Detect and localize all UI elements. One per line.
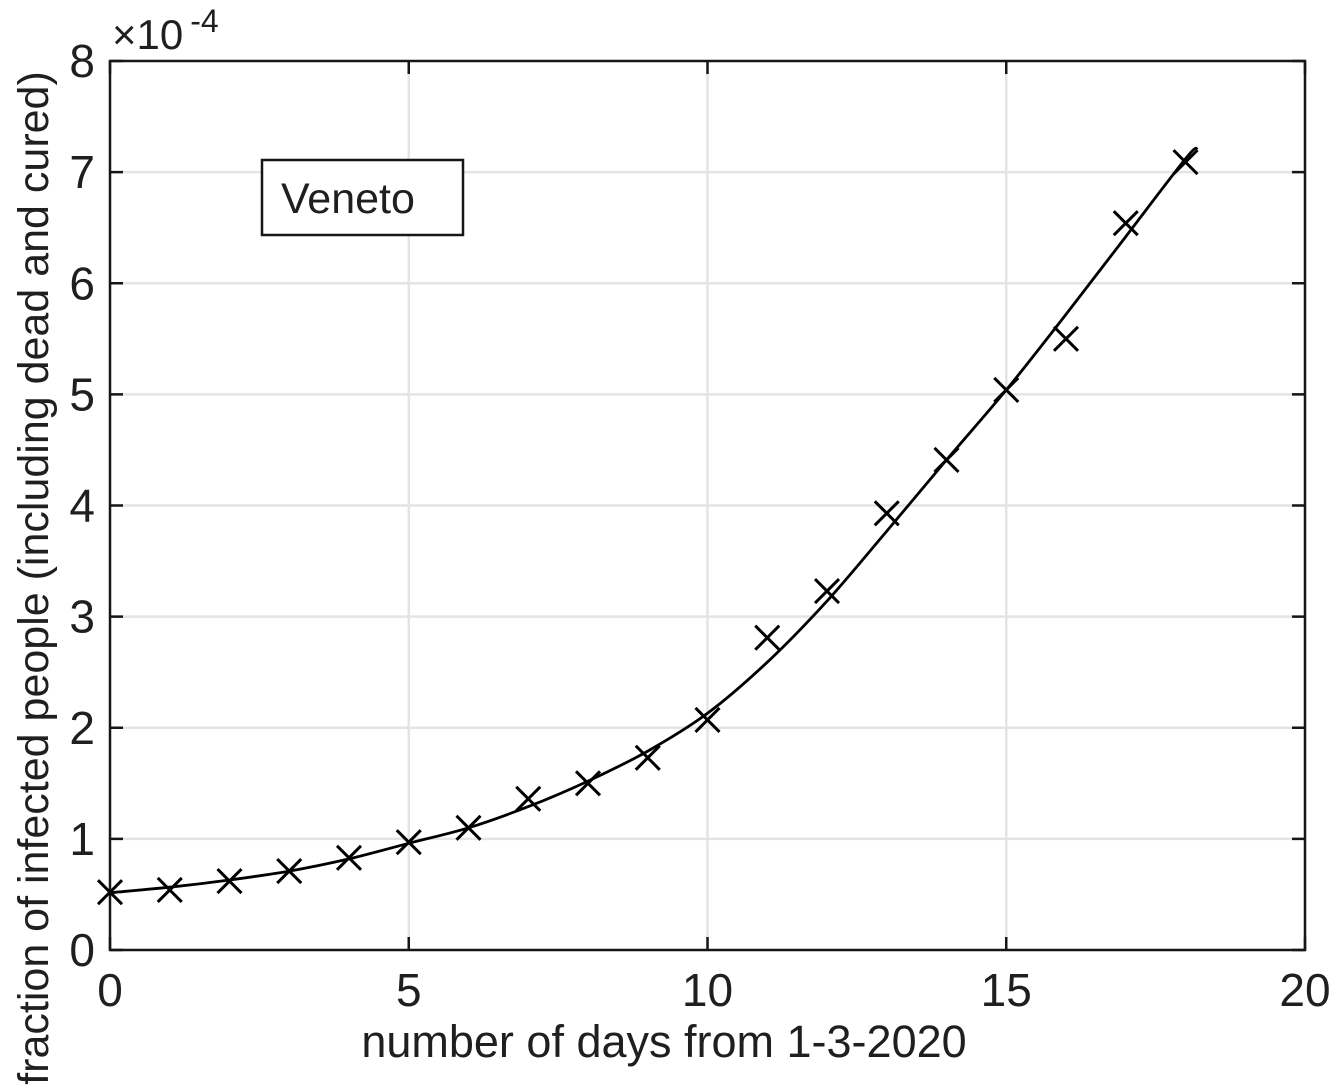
x-tick-label: 15 [981, 964, 1032, 1016]
data-point-x-marker [1112, 210, 1139, 237]
data-point-x-marker [694, 706, 721, 734]
exponent-sup-text: -4 [190, 3, 218, 39]
data-point-x-marker [574, 770, 602, 797]
y-tick-label: 5 [69, 368, 95, 420]
y-tick-label: 8 [69, 35, 95, 87]
legend-box: Veneto [260, 158, 465, 237]
y-axis-exponent-label: ×10 -4 [112, 3, 219, 58]
data-point-x-marker [634, 744, 661, 771]
x-tick-label: 0 [97, 964, 123, 1016]
data-markers [96, 149, 1199, 906]
legend-border [260, 158, 465, 237]
x-tick-labels: 0 5 10 15 20 [97, 964, 1330, 1016]
x-tick-label: 20 [1279, 964, 1330, 1016]
data-point-x-marker [395, 829, 422, 856]
x-axis-label: number of days from 1-3-2020 [361, 1016, 966, 1067]
exponent-base-text: ×10 [112, 11, 183, 58]
data-point-x-marker [515, 785, 542, 812]
y-tick-label: 3 [69, 591, 95, 643]
legend-label: Veneto [281, 175, 415, 223]
x-tick-label: 5 [396, 964, 422, 1016]
y-tick-label: 1 [69, 813, 95, 865]
data-point-x-marker [96, 879, 124, 906]
y-tick-labels: 0 1 2 3 4 5 6 7 8 [69, 35, 95, 976]
x-tick-label: 10 [682, 964, 733, 1016]
y-tick-label: 4 [69, 480, 95, 532]
y-axis-label: fraction of infected people (including d… [10, 71, 58, 1085]
y-tick-label: 7 [69, 146, 95, 198]
data-point-x-marker [216, 868, 243, 895]
data-point-x-marker [455, 814, 482, 841]
data-point-x-marker [276, 858, 303, 885]
axes-box [108, 59, 1307, 952]
y-tick-label: 6 [69, 257, 95, 309]
data-point-x-marker [754, 624, 781, 651]
data-point-x-marker [993, 376, 1020, 403]
data-point-x-marker [1052, 325, 1080, 352]
data-point-x-marker [335, 844, 363, 871]
data-point-x-marker [156, 876, 183, 904]
y-tick-label: 0 [69, 924, 95, 976]
fit-curve-line [109, 146, 1199, 895]
data-point-x-marker [933, 446, 960, 473]
data-point-x-marker [1172, 149, 1199, 176]
data-point-x-marker [873, 500, 900, 527]
y-tick-label: 2 [69, 702, 95, 754]
data-point-x-marker [813, 578, 841, 605]
